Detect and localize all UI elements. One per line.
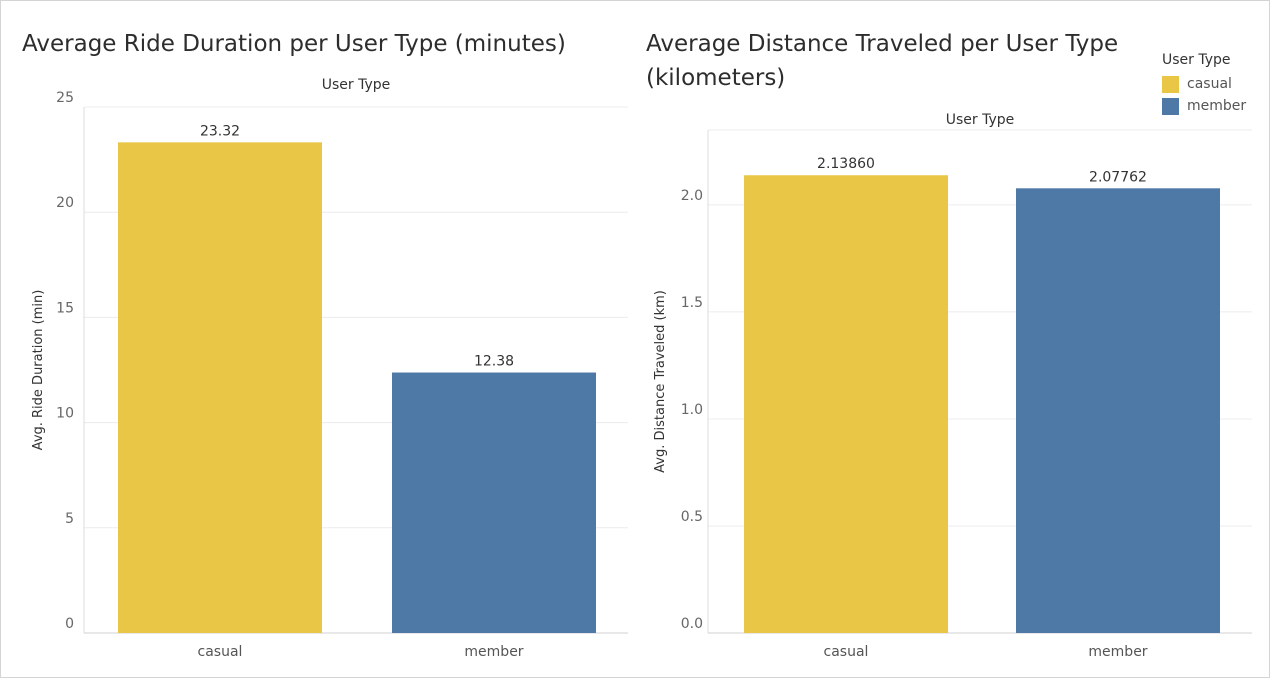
left-y-tick-label: 0 bbox=[65, 616, 74, 632]
left-y-tick-label: 5 bbox=[65, 511, 74, 527]
right-bar-casual bbox=[744, 175, 948, 633]
legend-title: User Type bbox=[1162, 52, 1231, 68]
legend-swatch-member bbox=[1162, 97, 1179, 115]
right-y-axis-label: Avg. Distance Traveled (km) bbox=[653, 290, 668, 473]
left-y-axis-label: Avg. Ride Duration (min) bbox=[31, 290, 46, 451]
right-value-label-member: 2.07762 bbox=[1089, 169, 1147, 185]
left-category-label-member: member bbox=[464, 644, 523, 660]
legend-label-member: member bbox=[1187, 98, 1247, 114]
right-value-label-casual: 2.13860 bbox=[817, 156, 875, 172]
right-category-label-casual: casual bbox=[824, 644, 869, 660]
left-y-tick-label: 15 bbox=[56, 300, 74, 316]
left-column-header: User Type bbox=[322, 77, 391, 93]
left-y-tick-label: 20 bbox=[56, 195, 74, 211]
right-y-tick-label: 1.5 bbox=[681, 295, 703, 311]
left-value-label-member: 12.38 bbox=[474, 354, 514, 370]
left-chart-title: Average Ride Duration per User Type (min… bbox=[22, 31, 566, 57]
left-bar-casual bbox=[118, 142, 322, 633]
legend-item-member[interactable]: member bbox=[1162, 95, 1246, 117]
left-y-tick-label: 25 bbox=[56, 90, 74, 106]
right-column-header: User Type bbox=[946, 112, 1015, 128]
left-category-label-casual: casual bbox=[198, 644, 243, 660]
legend-label-casual: casual bbox=[1187, 76, 1232, 92]
left-y-tick-label: 10 bbox=[56, 406, 74, 422]
right-y-tick-label: 2.0 bbox=[681, 188, 703, 204]
legend-swatch-casual bbox=[1162, 75, 1179, 93]
legend[interactable]: User Type casual member bbox=[1162, 52, 1246, 117]
left-bar-member bbox=[392, 372, 596, 633]
right-bar-member bbox=[1016, 188, 1220, 633]
right-y-tick-label: 0.5 bbox=[681, 509, 703, 525]
legend-item-casual[interactable]: casual bbox=[1162, 73, 1246, 95]
right-y-tick-label: 1.0 bbox=[681, 402, 703, 418]
left-value-label-casual: 23.32 bbox=[200, 123, 240, 139]
right-category-label-member: member bbox=[1088, 644, 1147, 660]
right-y-tick-label: 0.0 bbox=[681, 616, 703, 632]
right-chart-title: Average Distance Traveled per User Type … bbox=[646, 31, 1119, 91]
